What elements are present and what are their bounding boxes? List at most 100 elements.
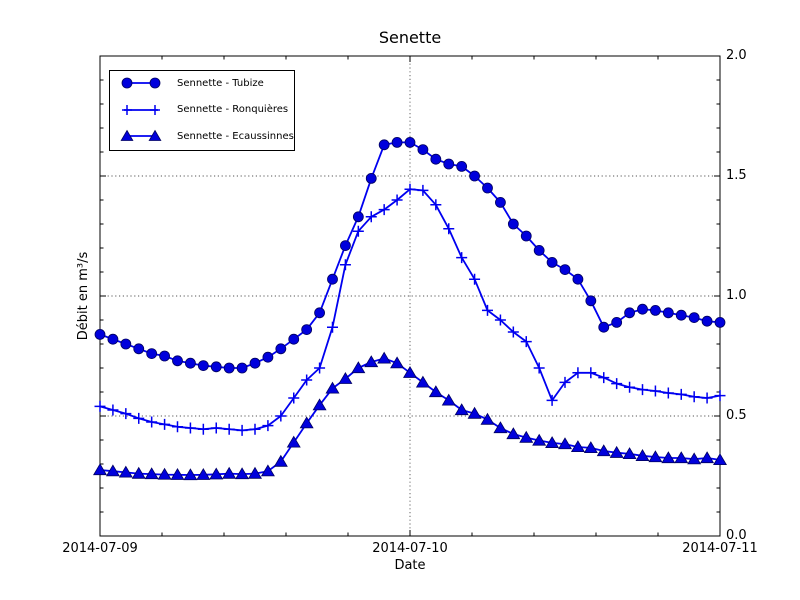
marker-circle <box>662 307 674 319</box>
marker-circle <box>507 218 519 230</box>
marker-plus <box>172 421 183 433</box>
marker-triangle <box>480 412 495 425</box>
marker-triangle <box>467 406 482 419</box>
marker-circle <box>378 139 390 151</box>
marker-circle <box>456 160 468 172</box>
marker-circle <box>314 307 325 319</box>
marker-plus <box>443 223 455 235</box>
marker-triangle <box>441 393 456 406</box>
legend-label: Sennette - Ecaussinnes <box>177 130 294 142</box>
marker-circle <box>495 196 506 208</box>
marker-triangle <box>583 441 598 454</box>
marker-plus <box>533 362 545 374</box>
marker-plus <box>146 416 158 428</box>
marker-circle <box>197 360 209 372</box>
marker-plus <box>637 384 648 396</box>
marker-circle <box>572 273 584 285</box>
marker-plus <box>288 392 300 404</box>
marker-plus <box>107 404 119 416</box>
marker-plus <box>546 394 558 406</box>
marker-triangle <box>377 351 392 364</box>
marker-plus <box>404 183 416 195</box>
marker-plus <box>327 321 338 333</box>
marker-triangle <box>700 451 715 464</box>
marker-plus <box>662 387 674 399</box>
y-tick-label: 0.5 <box>726 408 747 423</box>
marker-circle <box>520 230 532 242</box>
x-axis-label: Date <box>394 558 426 573</box>
marker-circle <box>133 343 145 355</box>
marker-circle <box>469 170 480 182</box>
marker-plus <box>262 420 274 432</box>
marker-plus <box>391 194 403 206</box>
marker-triangle <box>222 466 237 479</box>
marker-circle <box>688 312 700 324</box>
marker-circle <box>94 328 106 340</box>
legend: Sennette - Tubize Sennette - Ronquières Se… <box>109 70 295 151</box>
marker-triangle <box>196 468 211 480</box>
marker-circle <box>404 136 416 148</box>
marker-plus <box>507 326 519 338</box>
marker-plus <box>559 376 571 388</box>
marker-circle <box>236 362 248 374</box>
marker-triangle <box>506 427 521 440</box>
y-tick-label: 1.0 <box>726 288 747 303</box>
marker-plus <box>120 408 132 420</box>
marker-circle <box>417 144 429 156</box>
legend-marker-circle <box>121 77 133 89</box>
marker-plus <box>430 199 442 211</box>
marker-circle <box>172 355 183 367</box>
marker-plus <box>494 314 506 326</box>
legend-marker-plus <box>150 104 160 115</box>
marker-plus <box>249 423 261 435</box>
marker-circle <box>159 350 170 362</box>
marker-triangle <box>713 453 727 466</box>
marker-plus <box>275 410 287 422</box>
marker-triangle <box>570 440 585 453</box>
marker-circle <box>585 295 597 307</box>
marker-circle <box>249 357 261 369</box>
marker-triangle <box>454 403 469 416</box>
marker-circle <box>301 324 313 336</box>
marker-triangle <box>273 454 288 467</box>
marker-triangle <box>635 449 650 461</box>
marker-plus <box>223 423 235 435</box>
marker-triangle <box>519 430 534 443</box>
legend-marker-plus <box>122 104 132 115</box>
marker-plus <box>197 423 209 435</box>
legend-item: Sennette - Ecaussinnes <box>110 128 294 144</box>
marker-triangle <box>118 465 133 478</box>
marker-plus <box>417 184 429 196</box>
marker-circle <box>701 315 713 327</box>
marker-triangle <box>248 466 262 479</box>
marker-triangle <box>596 444 611 457</box>
marker-circle <box>262 351 274 363</box>
marker-triangle <box>558 437 572 450</box>
marker-plus <box>314 362 326 374</box>
marker-triangle <box>93 463 107 476</box>
marker-plus <box>159 418 171 430</box>
marker-plus <box>210 422 222 434</box>
legend-marker-triangle <box>148 129 162 141</box>
marker-circle <box>611 316 623 328</box>
marker-plus <box>482 304 493 316</box>
legend-marker-circle <box>149 77 161 89</box>
marker-triangle <box>286 435 301 448</box>
marker-triangle <box>338 372 353 384</box>
marker-plus <box>133 412 145 424</box>
marker-plus <box>184 422 196 434</box>
legend-label: Sennette - Tubize <box>177 77 264 89</box>
marker-circle <box>714 316 726 328</box>
marker-plus <box>456 252 468 264</box>
marker-circle <box>107 333 119 345</box>
marker-triangle <box>260 464 275 477</box>
marker-circle <box>327 273 338 285</box>
marker-plus <box>598 372 610 384</box>
marker-triangle <box>131 466 146 479</box>
marker-circle <box>624 307 635 319</box>
marker-triangle <box>170 468 185 480</box>
marker-circle <box>120 338 132 350</box>
marker-circle <box>546 256 558 268</box>
marker-circle <box>185 357 196 369</box>
legend-item: Sennette - Tubize <box>110 75 264 91</box>
